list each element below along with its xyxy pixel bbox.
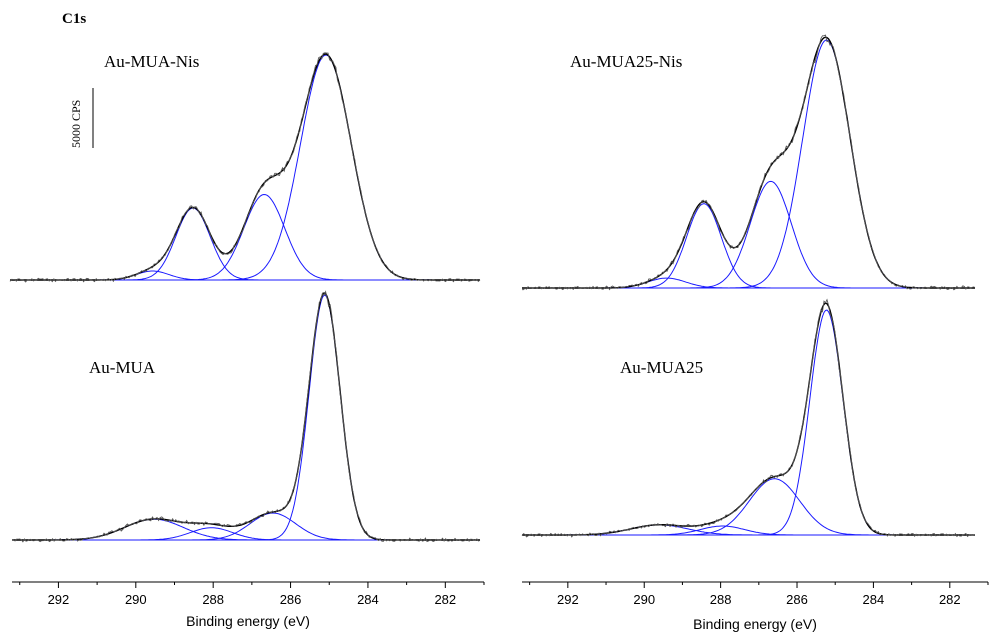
x-tick-label: 286: [280, 592, 302, 607]
x-tick-label: 288: [710, 592, 732, 607]
fit-component-3: [599, 203, 809, 289]
fit-envelope: [522, 36, 975, 289]
panel-title: Au-MUA25-Nis: [570, 52, 682, 71]
scale-bar-label: 5000 CPS: [69, 100, 83, 148]
fit-component-2: [140, 193, 390, 281]
panel-title: Au-MUA: [89, 358, 156, 377]
fit-component-3: [88, 207, 297, 281]
x-axis-right: Binding energy (eV) 292 290 288 286 284 282: [522, 581, 989, 632]
raw-spectrum: [11, 290, 481, 543]
x-tick-label: 282: [434, 592, 456, 607]
raw-spectrum: [521, 298, 976, 538]
x-tick-label: 286: [786, 592, 808, 607]
fit-component-2: [133, 512, 412, 541]
fit-component-1: [682, 39, 971, 289]
fit-envelope: [10, 53, 480, 281]
fit-component-2: [645, 180, 895, 289]
fit-envelope: [522, 302, 975, 536]
x-tick-label: 284: [863, 592, 885, 607]
fit-component-1: [171, 54, 480, 281]
raw-spectrum: [9, 52, 481, 283]
x-tick-label: 290: [125, 592, 147, 607]
figure-label: C1s: [62, 11, 86, 27]
panel-title: Au-MUA-Nis: [104, 52, 199, 71]
x-axis-label: Binding energy (eV): [186, 613, 310, 629]
panel-au-mua-nis: Au-MUA-Nis: [9, 52, 481, 283]
x-tick-label: 284: [357, 592, 379, 607]
panel-au-mua: Au-MUA: [11, 290, 481, 543]
fit-component-1: [230, 294, 420, 541]
x-axis-left: Binding energy (eV) 292 290 288 286 284 282: [12, 581, 485, 629]
x-tick-label: 292: [48, 592, 70, 607]
panel-au-mua25: Au-MUA25: [521, 298, 976, 538]
x-tick-label: 292: [557, 592, 579, 607]
raw-spectrum: [522, 34, 976, 291]
fit-component-2: [620, 478, 929, 536]
x-axis-label: Binding energy (eV): [693, 616, 817, 632]
x-tick-label: 290: [633, 592, 655, 607]
panel-title: Au-MUA25: [620, 358, 703, 377]
x-tick-label: 288: [202, 592, 224, 607]
fit-envelope: [12, 292, 480, 541]
x-tick-label: 282: [939, 592, 961, 607]
fit-component-1: [725, 309, 927, 536]
panel-au-mua25-nis: Au-MUA25-Nis: [522, 34, 976, 291]
